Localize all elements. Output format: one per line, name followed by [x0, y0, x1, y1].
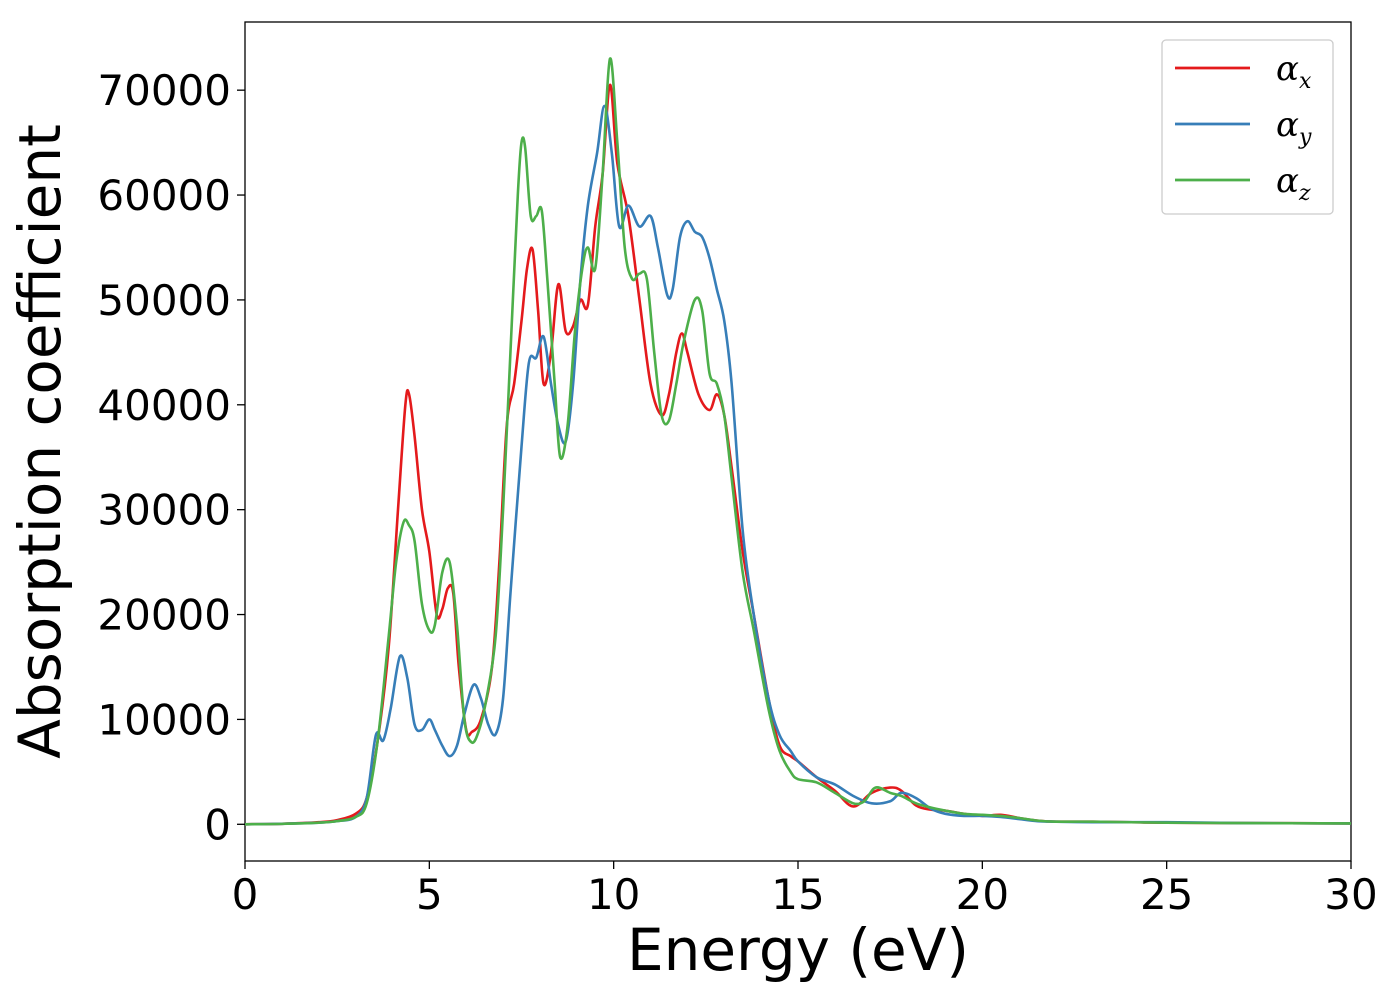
- y-tick-label: 10000: [97, 695, 231, 744]
- legend-label-y: αy: [1276, 105, 1312, 150]
- legend: αx αy αz: [1161, 39, 1334, 215]
- x-tick-label: 0: [232, 870, 259, 919]
- legend-items: αx αy αz: [1175, 49, 1312, 206]
- legend-label-z: αz: [1276, 161, 1311, 206]
- y-tick-label: 50000: [97, 276, 231, 325]
- legend-label-x: αx: [1276, 49, 1312, 94]
- x-tick-label: 10: [587, 870, 640, 919]
- legend-box: [1161, 39, 1334, 215]
- y-axis-title: Absorption coefficient: [6, 124, 74, 759]
- x-tick-label: 20: [956, 870, 1009, 919]
- x-tick-label: 30: [1324, 870, 1377, 919]
- y-tick-label: 0: [204, 800, 231, 849]
- y-tick-label: 30000: [97, 486, 231, 535]
- y-tick-label: 70000: [97, 66, 231, 115]
- y-tick-label: 20000: [97, 591, 231, 640]
- x-axis-ticks: 0 5 10 15 20 25 30: [232, 861, 1378, 919]
- y-axis-ticks: 0 10000 20000 30000 40000 50000 60000 70000: [97, 66, 245, 849]
- x-axis-title: Energy (eV): [627, 916, 969, 984]
- series-layer: [245, 57, 1351, 826]
- y-tick-label: 60000: [97, 171, 231, 220]
- y-tick-label: 40000: [97, 381, 231, 430]
- x-tick-label: 5: [416, 870, 443, 919]
- series-line-z: [245, 57, 1351, 826]
- x-tick-label: 15: [771, 870, 824, 919]
- x-tick-label: 25: [1140, 870, 1193, 919]
